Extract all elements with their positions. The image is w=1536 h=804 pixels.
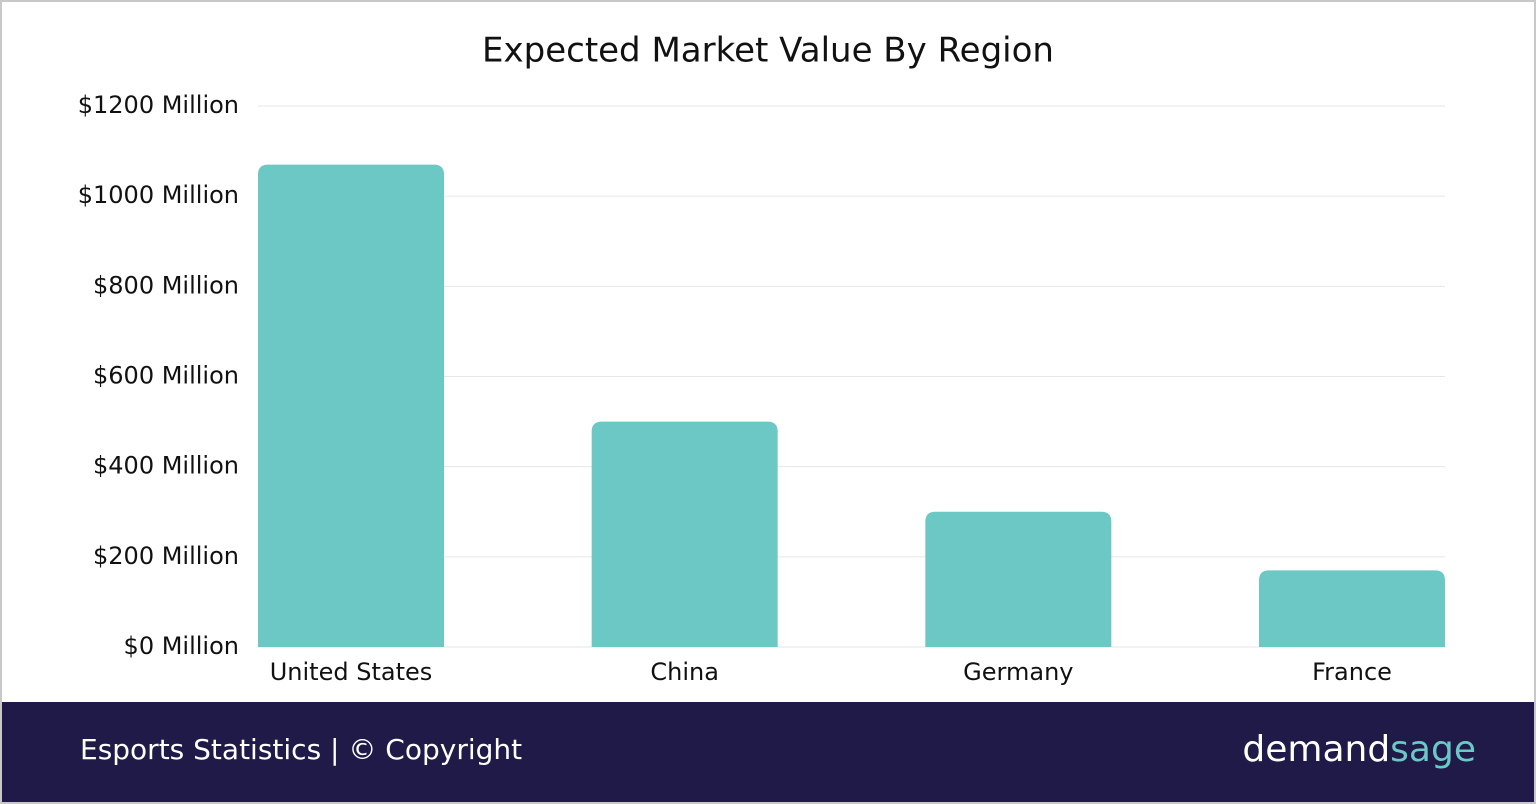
x-tick-label: France (1312, 658, 1392, 686)
y-tick-label: $1000 Million (78, 181, 239, 209)
brand-second: sage (1390, 729, 1476, 770)
chart-title: Expected Market Value By Region (482, 31, 1054, 71)
bar (925, 511, 1112, 647)
y-tick-label: $0 Million (124, 632, 239, 660)
x-tick-label: United States (270, 658, 433, 686)
bar (591, 421, 778, 647)
x-tick-label: China (650, 658, 719, 686)
bar (1259, 570, 1445, 647)
footer-band (2, 702, 1534, 802)
x-tick-label: Germany (963, 658, 1073, 686)
y-tick-label: $400 Million (93, 452, 239, 480)
y-tick-label: $1200 Million (78, 91, 239, 119)
brand: demandsage (1242, 729, 1476, 770)
y-tick-label: $600 Million (93, 362, 239, 390)
brand-first: demand (1242, 729, 1390, 770)
y-tick-label: $800 Million (93, 271, 239, 299)
bar (258, 164, 444, 647)
footer-caption: Esports Statistics | © Copyright (80, 733, 522, 766)
y-tick-label: $200 Million (93, 542, 239, 570)
